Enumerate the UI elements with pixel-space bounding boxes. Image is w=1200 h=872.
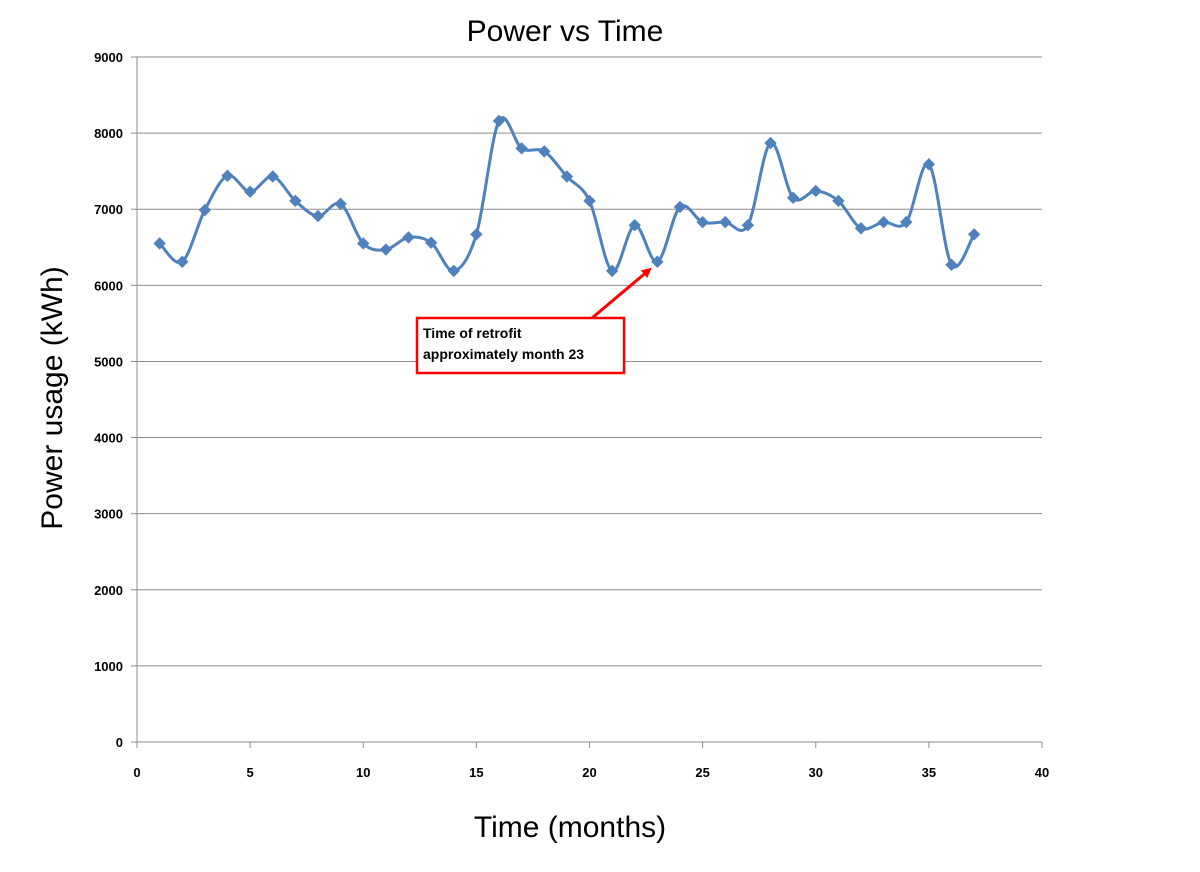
data-point [628, 218, 641, 232]
axes [131, 56, 1043, 748]
data-point [764, 136, 777, 150]
annotation: Time of retrofit approximately month 23 [415, 267, 652, 375]
x-tick-label: 40 [1035, 765, 1049, 780]
data-point [266, 170, 279, 183]
chart-title: Power vs Time [467, 15, 664, 48]
annotation-text-line: approximately month 23 [423, 346, 584, 362]
annotation-box [415, 316, 626, 375]
data-point [424, 236, 438, 249]
tick-labels: 0 1000 2000 3000 4000 5000 6000 7000 8000 9000 0 5 1… [94, 50, 1049, 780]
y-tick-label: 5000 [94, 354, 123, 369]
y-tick-label: 1000 [94, 659, 123, 674]
x-tick-label: 25 [695, 765, 709, 780]
data-point [741, 218, 755, 232]
x-tick-label: 10 [356, 765, 370, 780]
data-point [153, 237, 166, 250]
data-point [583, 194, 596, 208]
x-tick-label: 15 [469, 765, 483, 780]
y-tick-label: 6000 [94, 278, 123, 293]
x-tick-label: 5 [247, 765, 254, 780]
data-point [673, 200, 687, 214]
data-point [900, 215, 913, 229]
x-tick-label: 35 [922, 765, 936, 780]
annotation-text-line: Time of retrofit [423, 325, 522, 341]
x-tick-label: 20 [582, 765, 596, 780]
y-tick-label: 8000 [94, 126, 123, 141]
data-point [198, 203, 212, 217]
y-tick-label: 9000 [94, 50, 123, 65]
data-point [786, 191, 800, 205]
data-point [651, 255, 664, 268]
data-point [967, 228, 981, 241]
series-layer [153, 114, 981, 278]
data-point [357, 237, 370, 250]
data-point [311, 209, 325, 223]
series-line [158, 116, 976, 273]
data-point [696, 215, 709, 229]
data-point [605, 264, 619, 278]
data-point [719, 215, 732, 229]
data-point [854, 222, 868, 235]
y-tick-label: 2000 [94, 583, 123, 598]
x-tick-label: 0 [133, 765, 140, 780]
data-point [515, 142, 528, 155]
data-point [560, 170, 574, 183]
data-point [447, 264, 460, 278]
y-axis-title: Power usage (kWh) [36, 266, 69, 529]
data-point [922, 158, 936, 171]
data-point [832, 194, 845, 208]
data-point [809, 184, 822, 198]
data-point [945, 258, 958, 271]
data-point [176, 255, 189, 268]
y-tick-label: 3000 [94, 507, 123, 522]
x-tick-label: 30 [809, 765, 823, 780]
x-axis-title: Time (months) [474, 811, 666, 844]
data-point [289, 194, 302, 208]
y-tick-label: 0 [116, 735, 123, 750]
data-point [877, 215, 890, 229]
y-tick-label: 4000 [94, 431, 123, 446]
data-point [538, 145, 551, 158]
y-tick-label: 7000 [94, 202, 123, 217]
data-point [379, 243, 393, 256]
data-point [243, 185, 257, 198]
data-point [492, 114, 506, 128]
data-point [470, 228, 483, 241]
data-point [221, 169, 234, 182]
data-point [334, 197, 347, 211]
data-point [402, 231, 415, 244]
annotation-arrow [591, 267, 652, 320]
